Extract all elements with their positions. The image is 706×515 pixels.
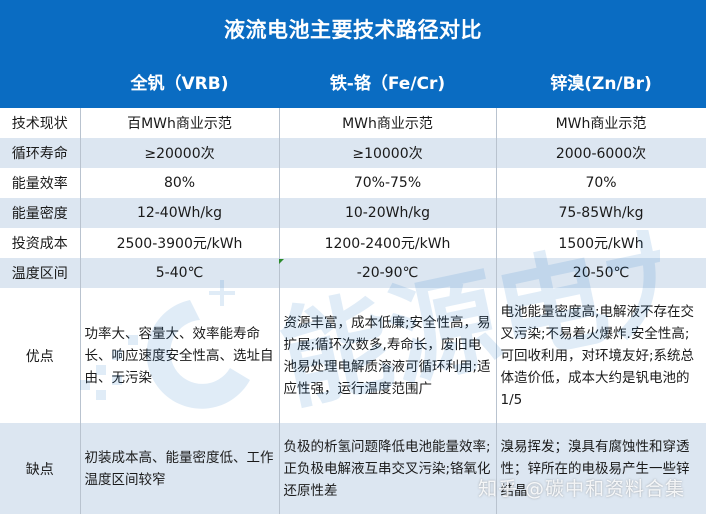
table-row: 循环寿命 ≥20000次 ≥10000次 2000-6000次 xyxy=(0,138,706,168)
cell: 20-50℃ xyxy=(496,258,706,288)
cell: MWh商业示范 xyxy=(496,108,706,138)
row-label: 循环寿命 xyxy=(0,138,81,168)
cell: 负极的析氢问题降低电池能量效率;正负极电解液互串交叉污染;铬氧化还原性差 xyxy=(279,423,497,514)
table-row: 投资成本 2500-3900元/kWh 1200-2400元/kWh 1500元… xyxy=(0,228,706,258)
cell-comment-marker-icon xyxy=(279,259,284,264)
page-title: 液流电池主要技术路径对比 xyxy=(224,18,482,42)
table-row: 技术现状 百MWh商业示范 MWh商业示范 MWh商业示范 xyxy=(0,108,706,138)
cell: 百MWh商业示范 xyxy=(80,108,280,138)
row-label: 技术现状 xyxy=(0,108,81,138)
cell: 80% xyxy=(80,168,280,198)
cell: -20-90℃ xyxy=(279,258,497,288)
row-label: 优点 xyxy=(0,288,81,423)
row-label: 能量密度 xyxy=(0,198,81,228)
cell: 初装成本高、能量密度低、工作温度区间较窄 xyxy=(80,423,280,514)
column-header-znbr: 锌溴(Zn/Br) xyxy=(550,74,652,94)
table-row: 优点 功率大、容量大、效率能寿命长、响应速度安全性高、选址自由、无污染 资源丰富… xyxy=(0,288,706,423)
cell: 1200-2400元/kWh xyxy=(279,228,497,258)
row-label: 投资成本 xyxy=(0,228,81,258)
cell: MWh商业示范 xyxy=(279,108,497,138)
cell: 12-40Wh/kg xyxy=(80,198,280,228)
table-header-band: 液流电池主要技术路径对比 全钒（VRB) 铁-铬（Fe/Cr) 锌溴(Zn/Br… xyxy=(0,0,706,108)
cell: ≥10000次 xyxy=(279,138,497,168)
table-row: 能量密度 12-40Wh/kg 10-20Wh/kg 75-85Wh/kg xyxy=(0,198,706,228)
cell: 10-20Wh/kg xyxy=(279,198,497,228)
cell: 5-40℃ xyxy=(80,258,280,288)
comparison-table: 技术现状 百MWh商业示范 MWh商业示范 MWh商业示范 循环寿命 ≥2000… xyxy=(0,108,706,514)
table-row: 缺点 初装成本高、能量密度低、工作温度区间较窄 负极的析氢问题降低电池能量效率;… xyxy=(0,423,706,514)
cell: ≥20000次 xyxy=(80,138,280,168)
cell: 电池能量密度高;电解液不存在交叉污染;不易着火爆炸.安全性高;可回收利用，对环境… xyxy=(496,288,706,423)
cell: 2000-6000次 xyxy=(496,138,706,168)
cell: 70% xyxy=(496,168,706,198)
cell: 2500-3900元/kWh xyxy=(80,228,280,258)
cell: 功率大、容量大、效率能寿命长、响应速度安全性高、选址自由、无污染 xyxy=(80,288,280,423)
cell: 溴易挥发；溴具有腐蚀性和穿透性；锌所在的电极易产生一些锌结晶 xyxy=(496,423,706,514)
column-header-vrb: 全钒（VRB) xyxy=(130,74,229,94)
table-row: 温度区间 5-40℃ -20-90℃ 20-50℃ xyxy=(0,258,706,288)
cell: 70%-75% xyxy=(279,168,497,198)
row-label: 能量效率 xyxy=(0,168,81,198)
row-label: 温度区间 xyxy=(0,258,81,288)
row-label: 缺点 xyxy=(0,423,81,514)
table-row: 能量效率 80% 70%-75% 70% xyxy=(0,168,706,198)
column-header-fecr: 铁-铬（Fe/Cr) xyxy=(329,74,446,94)
cell: 资源丰富，成本低廉;安全性高，易扩展;循环次数多,寿命长，废旧电池易处理电解质溶… xyxy=(279,288,497,423)
cell: 75-85Wh/kg xyxy=(496,198,706,228)
cell: 1500元/kWh xyxy=(496,228,706,258)
